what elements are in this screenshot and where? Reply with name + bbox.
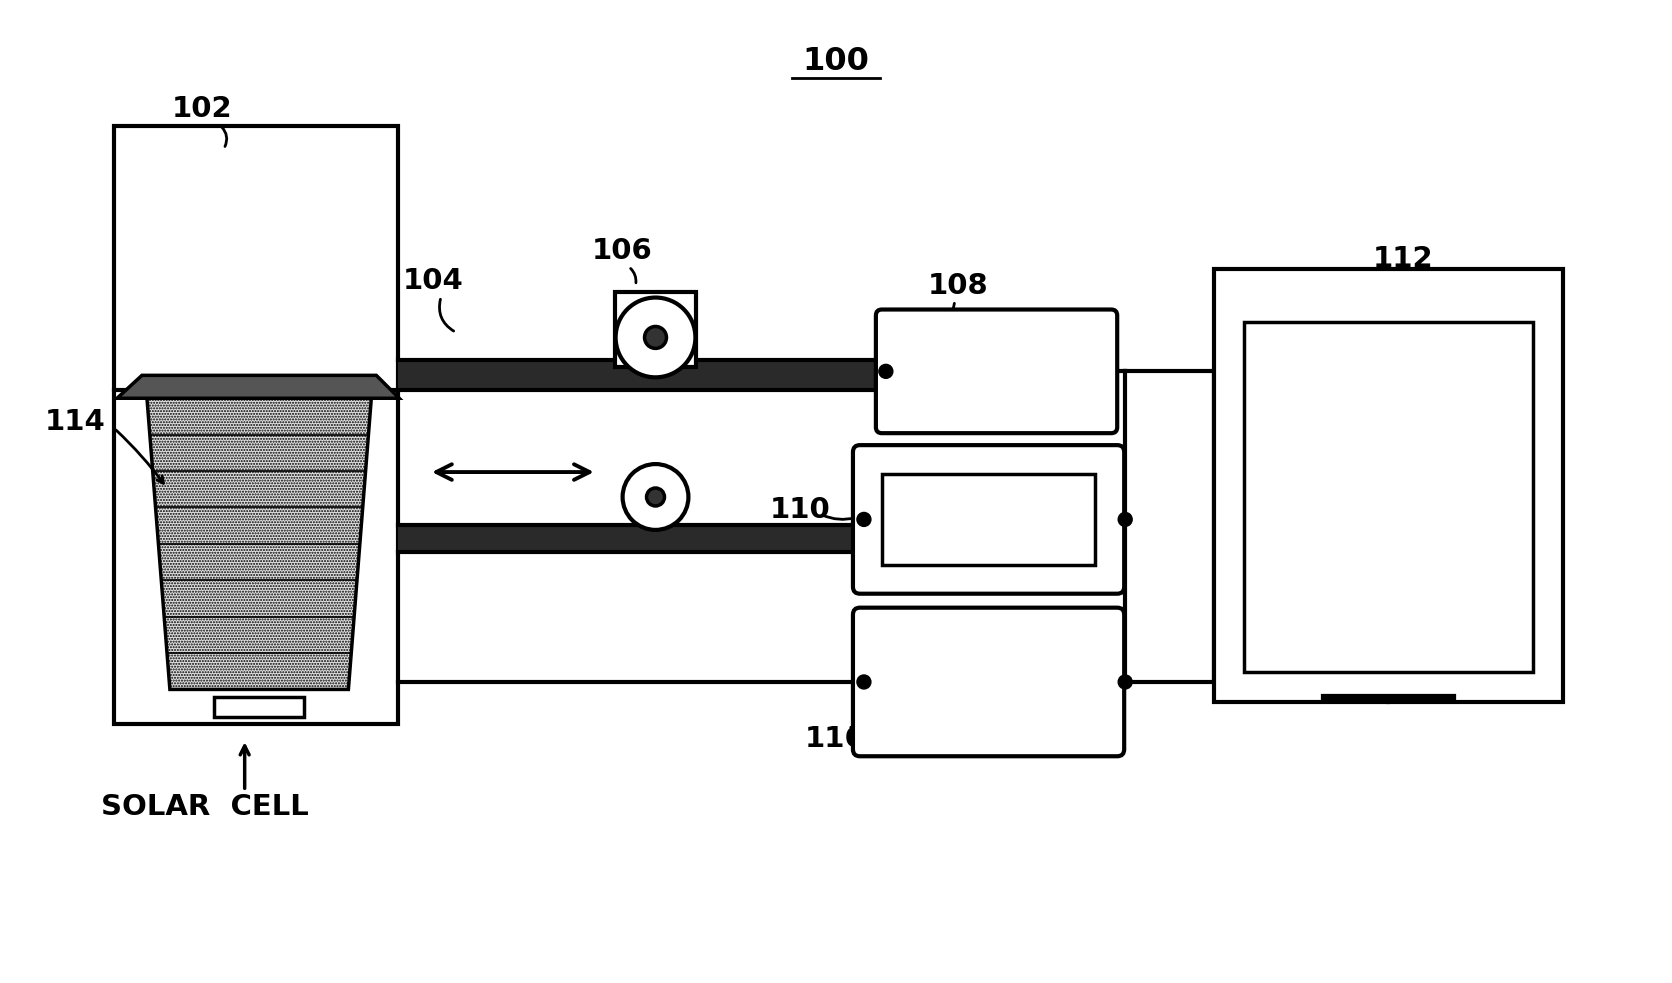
Circle shape [644,326,667,348]
FancyBboxPatch shape [876,310,1117,434]
Text: 112: 112 [1373,245,1433,272]
FancyBboxPatch shape [853,445,1124,594]
Text: 108: 108 [928,271,988,300]
Text: 116: 116 [804,725,866,753]
Text: SOLAR  CELL: SOLAR CELL [100,793,309,821]
Text: 114: 114 [45,408,105,436]
Circle shape [615,298,696,377]
Text: 102: 102 [172,95,232,123]
Circle shape [858,512,871,527]
Circle shape [647,488,664,506]
Text: 106: 106 [592,237,654,264]
Text: 100: 100 [803,46,869,77]
Bar [881,474,1095,565]
Text: 110: 110 [769,496,831,524]
Polygon shape [117,376,400,398]
Circle shape [1119,512,1132,527]
Circle shape [1119,675,1132,689]
Bar [615,292,697,368]
Circle shape [622,464,689,530]
Text: 104: 104 [403,266,463,295]
Circle shape [858,675,871,689]
Bar [1244,322,1533,672]
FancyBboxPatch shape [853,607,1124,756]
Bar [214,697,304,718]
Bar [114,126,398,724]
Bar [398,361,893,390]
Bar [1214,268,1563,703]
Polygon shape [147,398,371,689]
Bar [398,525,893,551]
Circle shape [879,365,893,378]
